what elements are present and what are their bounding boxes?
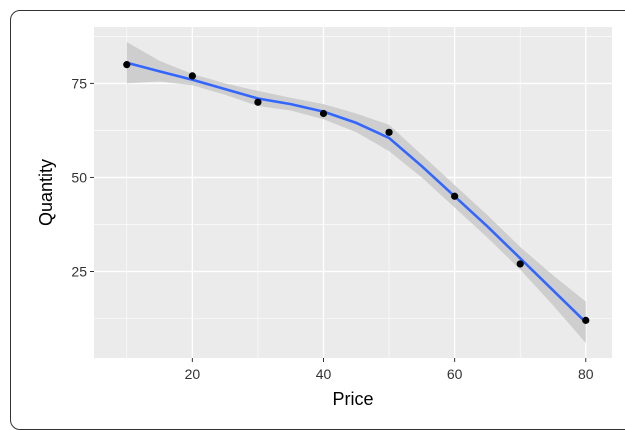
x-axis-title: Price	[332, 389, 373, 408]
data-points	[123, 61, 590, 324]
data-point	[451, 192, 459, 200]
data-point	[582, 316, 590, 324]
minor-grid	[94, 27, 612, 358]
data-point	[254, 98, 262, 106]
x-tick-label: 60	[447, 366, 463, 382]
y-tick-label: 50	[71, 169, 87, 185]
y-axis-ticks: 25 50 75	[71, 75, 94, 279]
scatter-chart: 20 40 60 80 25 50 75 Price Quantity	[36, 27, 612, 408]
smooth-line	[126, 61, 587, 324]
data-point	[123, 61, 131, 69]
data-point	[516, 260, 524, 268]
data-point	[319, 109, 328, 118]
data-point	[188, 72, 196, 80]
data-point	[385, 128, 393, 136]
y-axis-title: Quantity	[36, 159, 56, 226]
x-tick-label: 20	[185, 366, 201, 382]
x-tick-label: 40	[316, 366, 332, 382]
y-tick-label: 75	[71, 75, 87, 91]
y-tick-label: 25	[71, 263, 87, 279]
confidence-ribbon	[126, 42, 586, 343]
x-axis-ticks: 20 40 60 80	[185, 358, 594, 382]
x-tick-label: 80	[578, 366, 594, 382]
